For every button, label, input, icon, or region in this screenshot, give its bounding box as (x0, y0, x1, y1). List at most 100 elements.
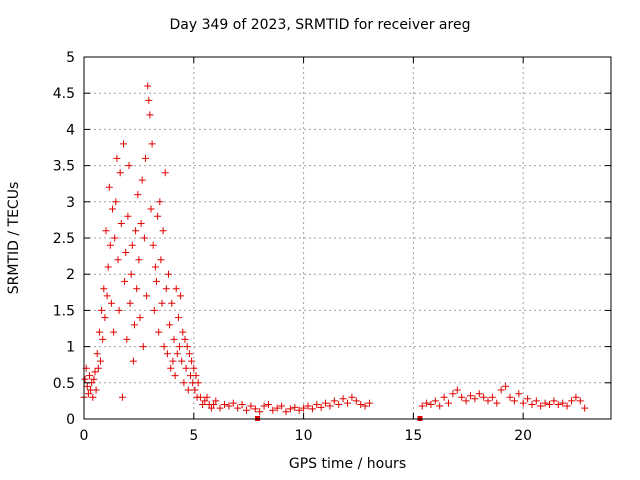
data-point (537, 402, 545, 410)
data-point (344, 399, 351, 407)
data-point (127, 270, 135, 278)
data-point (532, 397, 540, 405)
x-tick-label: 15 (404, 428, 422, 444)
data-point (199, 401, 207, 408)
data-point (172, 285, 180, 293)
data-point (149, 241, 157, 249)
data-point (273, 404, 281, 412)
data-point (484, 397, 492, 405)
data-point (129, 357, 137, 365)
data-point (99, 335, 107, 343)
data-point (572, 393, 580, 401)
x-tick-label: 10 (295, 428, 313, 444)
data-point (112, 198, 120, 206)
data-point (161, 169, 169, 177)
data-point (278, 402, 286, 410)
x-tick-label: 20 (514, 428, 532, 444)
data-point (291, 403, 299, 411)
data-point (91, 368, 99, 376)
data-point (559, 399, 567, 407)
data-point (144, 82, 152, 90)
data-point (243, 406, 250, 414)
data-point (147, 205, 155, 213)
data-point (322, 399, 329, 407)
data-point (295, 406, 303, 414)
data-point (576, 397, 584, 405)
data-point (238, 401, 246, 408)
data-point (155, 328, 163, 336)
data-point (436, 402, 444, 410)
data-point (286, 405, 294, 413)
data-point (151, 263, 159, 271)
data-point (135, 256, 143, 264)
data-point (128, 241, 136, 249)
data-point (192, 372, 200, 380)
data-point (256, 408, 264, 416)
data-point (480, 393, 488, 401)
data-point (160, 343, 168, 351)
data-point (110, 328, 118, 336)
data-point (251, 405, 259, 413)
data-point (113, 154, 121, 162)
data-point (176, 343, 183, 351)
data-point (106, 241, 114, 249)
data-point (528, 401, 536, 408)
data-point (163, 350, 171, 358)
data-point (524, 395, 532, 403)
data-point (427, 401, 435, 408)
data-point (169, 357, 177, 365)
data-point (111, 234, 119, 242)
data-point (568, 397, 575, 405)
data-point (423, 399, 431, 407)
data-point (159, 227, 167, 235)
data-point (133, 285, 141, 293)
data-point (139, 343, 147, 351)
x-axis-label: GPS time / hours (288, 456, 407, 472)
data-point (300, 404, 308, 412)
axis-ticks: 0 0.5 1 1.5 2 2.5 3 3.5 4 4.5 5 0 5 10 15 20 (53, 50, 611, 444)
data-point (190, 364, 198, 372)
data-point (440, 393, 448, 401)
data-point (519, 399, 527, 407)
data-point (105, 183, 113, 191)
data-point (83, 382, 91, 390)
data-point (126, 299, 134, 307)
data-point (458, 393, 466, 401)
data-point (445, 399, 452, 407)
data-point (493, 399, 501, 407)
data-point (140, 234, 148, 242)
data-point (156, 198, 164, 206)
data-point (118, 393, 126, 401)
data-point (308, 405, 316, 413)
data-point (554, 401, 562, 408)
plot-frame (83, 56, 612, 420)
data-point (216, 404, 224, 412)
data-point (471, 395, 479, 403)
data-point (188, 357, 196, 365)
data-point (212, 397, 220, 405)
data-point (179, 328, 187, 336)
data-point (173, 350, 181, 358)
data-point (115, 306, 123, 314)
data-point (146, 111, 154, 119)
data-point (361, 402, 369, 410)
data-point (339, 395, 347, 403)
data-point (145, 96, 153, 104)
data-point (125, 162, 133, 170)
data-point (550, 397, 558, 405)
y-tick-label: 3 (66, 195, 75, 211)
data-point (122, 249, 130, 256)
data-point (357, 401, 365, 408)
data-point (207, 404, 215, 412)
data-point (180, 379, 188, 387)
data-point (121, 277, 129, 285)
data-point (95, 328, 103, 336)
data-point (184, 386, 192, 394)
data-point (89, 393, 97, 401)
data-point (191, 386, 199, 394)
data-point (366, 399, 373, 407)
data-point (98, 306, 106, 314)
data-point (103, 292, 111, 300)
data-point (124, 212, 132, 220)
data-point (168, 299, 176, 307)
